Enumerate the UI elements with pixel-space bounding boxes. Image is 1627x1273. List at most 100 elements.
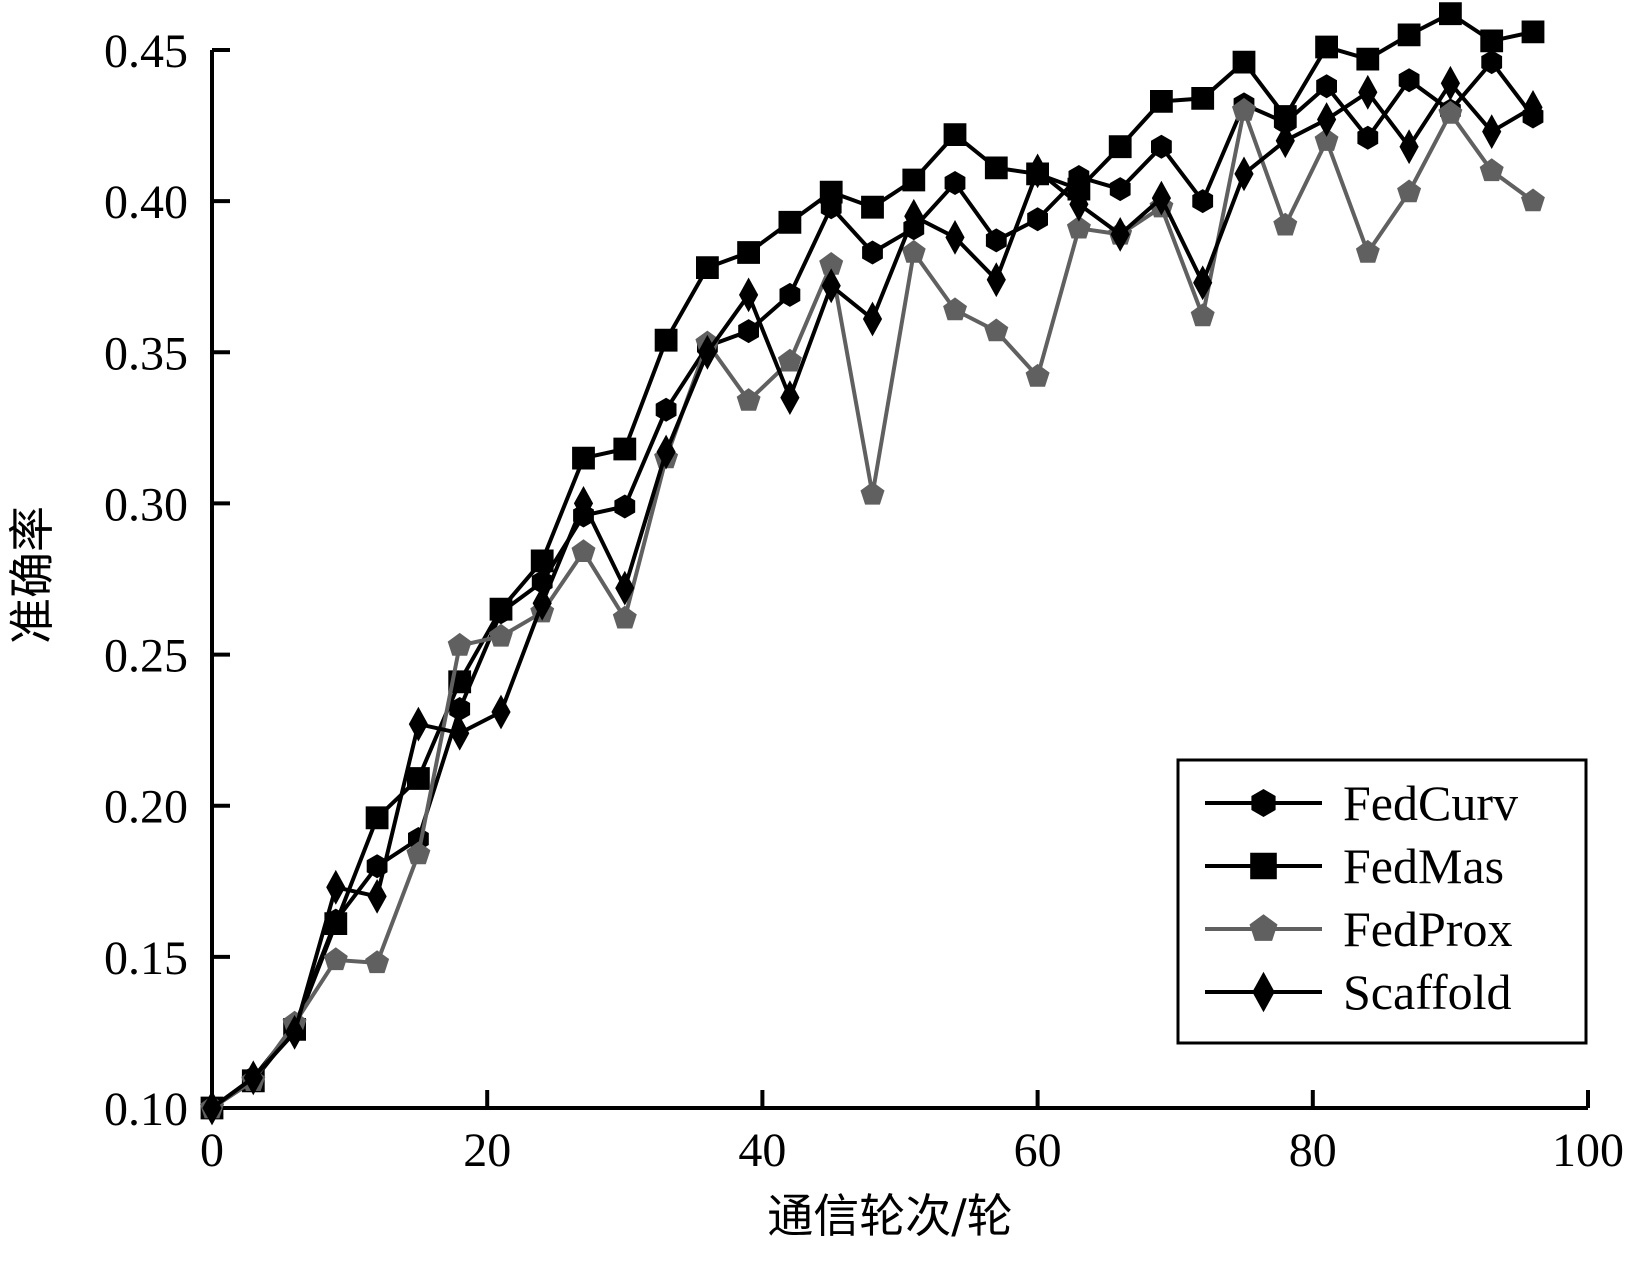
data-point-diamond [573,486,594,521]
data-point-pentagon [1355,239,1380,263]
data-point-pentagon [489,623,513,647]
data-point-square [489,597,513,621]
data-point-pentagon [984,318,1009,342]
series-scaffold [202,65,1543,1126]
y-tick-label: 0.35 [104,327,188,380]
x-tick-label: 0 [200,1124,224,1177]
data-point-square [1315,35,1338,59]
legend: FedCurv FedMas FedProx Scaffold [1176,758,1588,1045]
data-point-diamond [1317,102,1337,137]
data-point-square [737,241,760,264]
data-point-square [1150,90,1173,113]
legend-label: FedCurv [1343,775,1518,831]
data-point-hexagon [1481,50,1503,75]
data-point-pentagon [571,539,596,562]
legend-box [1176,758,1588,1045]
legend-marker-diamond [1252,971,1275,1013]
legend-label: FedMas [1343,838,1504,894]
legend-item-fedcurv: FedCurv [1205,775,1518,831]
y-tick-label: 0.25 [104,630,188,683]
y-tick-label: 0.10 [104,1083,188,1136]
data-point-square [1397,23,1421,47]
data-point-pentagon [777,348,802,372]
data-point-diamond [697,334,717,370]
y-tick-label: 0.15 [104,932,188,985]
data-point-hexagon [1357,125,1379,150]
data-point-diamond [821,268,841,304]
data-point-diamond [1275,123,1295,159]
data-point-diamond [656,434,676,470]
data-point-hexagon [614,494,636,519]
x-tick-label: 20 [463,1124,511,1177]
data-point-hexagon [1398,68,1420,93]
data-point-diamond [450,715,470,751]
data-point-hexagon [1109,177,1131,202]
data-point-square [1439,2,1462,26]
data-point-diamond [243,1060,263,1096]
legend-label: FedProx [1343,901,1512,957]
series-layer [200,2,1545,1126]
data-point-hexagon [1192,189,1214,214]
data-point-pentagon [1314,128,1339,151]
data-point-diamond [986,262,1006,298]
x-axis-title: 通信轮次/轮 [767,1189,1013,1243]
data-point-diamond [408,706,428,742]
data-point-pentagon [819,252,844,275]
legend-marker-hexagon [1251,789,1276,817]
data-point-pentagon [860,481,885,505]
data-point-square [1108,135,1132,159]
x-tick-label: 100 [1552,1124,1624,1177]
data-point-diamond [1028,153,1048,189]
y-axis-ticks: 0.10 0.15 0.20 0.25 0.30 0.35 0.40 0.45 [104,25,230,1136]
data-point-square [530,549,554,573]
data-point-hexagon [944,171,966,195]
data-point-diamond [326,869,346,905]
data-point-diamond [367,879,387,914]
data-point-pentagon [365,950,390,974]
data-point-diamond [285,1015,305,1050]
data-point-hexagon [985,228,1007,253]
data-point-square [1232,50,1256,74]
data-point-square [819,180,843,204]
legend-marker-square [1250,852,1277,880]
data-point-pentagon [612,605,637,629]
data-point-hexagon [655,397,677,422]
data-point-pentagon [1397,179,1422,203]
data-point-diamond [202,1090,222,1126]
data-point-pentagon [323,947,348,971]
data-point-square [1273,105,1297,128]
x-tick-label: 40 [738,1124,786,1177]
x-tick-label: 80 [1289,1124,1337,1177]
data-point-square [861,195,884,219]
data-point-pentagon [1025,363,1050,387]
data-point-square [613,437,637,461]
data-point-pentagon [1438,100,1463,124]
legend-label: Scaffold [1343,964,1511,1020]
data-point-diamond [1399,129,1419,165]
data-point-hexagon [449,697,471,721]
data-point-square [654,328,678,352]
data-point-pentagon [1190,303,1215,327]
data-point-diamond [1110,217,1130,252]
data-point-diamond [1523,90,1543,125]
data-point-pentagon [1521,188,1545,212]
data-point-diamond [1193,265,1213,301]
x-axis-ticks: 0 20 40 60 80 100 [200,1090,1624,1177]
data-point-square [1356,47,1380,71]
y-tick-label: 0.40 [104,176,188,229]
data-point-hexagon [738,319,759,344]
data-point-diamond [780,380,800,415]
data-point-square [365,806,389,830]
data-point-diamond [945,220,965,255]
data-point-square [572,446,595,470]
data-point-square [1521,20,1545,44]
x-tick-label: 60 [1014,1124,1062,1177]
data-point-diamond [491,694,511,730]
data-point-diamond [615,570,635,606]
data-point-hexagon [862,240,883,265]
data-point-pentagon [447,632,472,656]
data-point-square [324,912,348,935]
data-point-diamond [1069,186,1089,222]
data-point-pentagon [1066,215,1091,239]
